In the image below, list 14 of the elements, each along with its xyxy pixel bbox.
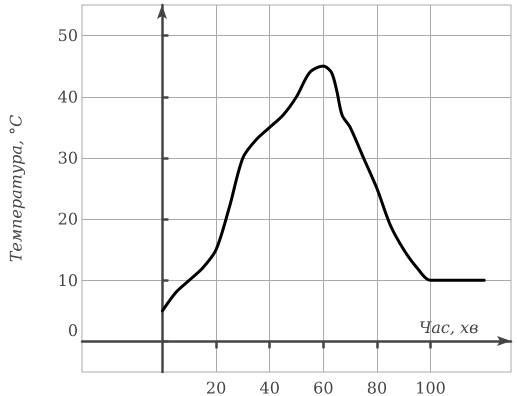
line-series	[160, 64, 486, 312]
y-tick-label: 10	[58, 270, 78, 290]
x-tick-label: 100	[415, 378, 446, 396]
x-tick-label: 40	[260, 378, 280, 396]
y-tick-label: 50	[58, 26, 78, 46]
y-axis-title: Температура, °C	[6, 114, 26, 262]
x-tick-label: 20	[206, 378, 226, 396]
x-tick-label: 60	[313, 378, 334, 396]
x-tick-label: 80	[366, 378, 388, 396]
x-axis-title: Час, хв	[419, 318, 478, 337]
y-tick-label: 0	[68, 320, 78, 340]
y-tick-label: 20	[58, 210, 78, 229]
y-tick-label: 30	[58, 148, 78, 168]
y-tick-label: 40	[58, 87, 78, 106]
